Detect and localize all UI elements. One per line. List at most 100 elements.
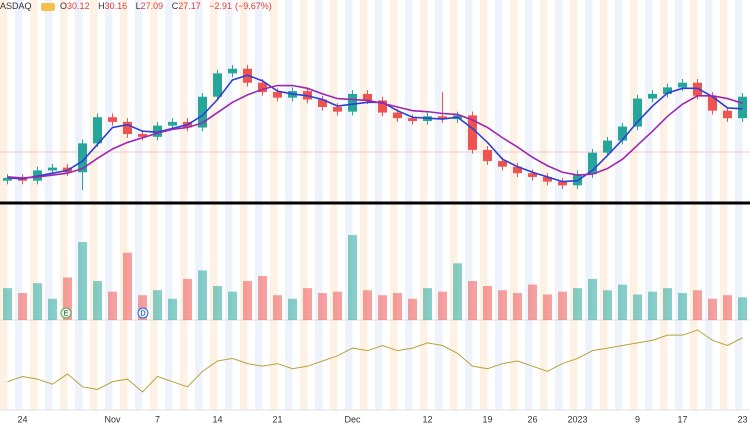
volume-bar bbox=[318, 293, 327, 320]
candle-body bbox=[213, 73, 222, 97]
stripe bbox=[675, 0, 683, 410]
stripe bbox=[585, 0, 593, 410]
candle-body bbox=[483, 149, 492, 162]
stripe bbox=[225, 0, 233, 410]
ohlc-l: L27.09 bbox=[136, 1, 167, 11]
volume-bar bbox=[558, 291, 567, 320]
candle-body bbox=[408, 118, 417, 121]
close: 27.17 bbox=[178, 1, 201, 11]
stripe bbox=[435, 0, 443, 410]
volume-bar bbox=[468, 281, 477, 320]
stripe bbox=[390, 0, 398, 410]
x-tick-label: 12 bbox=[422, 414, 432, 424]
volume-bar bbox=[348, 235, 357, 320]
volume-bar bbox=[633, 294, 642, 320]
x-tick-label: 26 bbox=[527, 414, 537, 424]
volume-bar bbox=[243, 281, 252, 320]
volume-bar bbox=[168, 298, 177, 320]
volume-bar bbox=[513, 293, 522, 320]
volume-bar bbox=[738, 297, 747, 320]
stripe bbox=[150, 0, 158, 410]
volume-bar bbox=[213, 286, 222, 320]
volume-bar bbox=[48, 298, 57, 320]
x-tick-label: 2023 bbox=[567, 414, 587, 424]
x-tick-label: 17 bbox=[677, 414, 687, 424]
stripe bbox=[705, 0, 713, 410]
change-pct: (−9.67%) bbox=[235, 1, 272, 11]
volume-bar bbox=[408, 298, 417, 320]
candle-body bbox=[498, 161, 507, 167]
stripe bbox=[510, 0, 518, 410]
stripe bbox=[255, 0, 263, 410]
stripe bbox=[525, 0, 533, 410]
candle-body bbox=[123, 121, 132, 135]
candle-body bbox=[108, 117, 117, 122]
volume-bar bbox=[153, 290, 162, 320]
volume-bar bbox=[183, 278, 192, 320]
stripe bbox=[330, 0, 338, 410]
candle-body bbox=[678, 82, 687, 88]
x-tick-label: 21 bbox=[272, 414, 282, 424]
candle-body bbox=[363, 93, 372, 101]
candle-body bbox=[633, 98, 642, 127]
stripe bbox=[630, 0, 638, 410]
candle-body bbox=[558, 181, 567, 186]
x-tick-label: 19 bbox=[482, 414, 492, 424]
stripe bbox=[465, 0, 473, 410]
candle-body bbox=[228, 68, 237, 74]
candle-body bbox=[93, 117, 102, 144]
event-label: D bbox=[140, 310, 145, 317]
x-tick-label: Nov bbox=[104, 414, 121, 424]
volume-bar bbox=[588, 278, 597, 320]
candle-body bbox=[318, 99, 327, 107]
stripe bbox=[645, 0, 653, 410]
volume-bar bbox=[273, 295, 282, 320]
volume-bar bbox=[333, 291, 342, 320]
candle-body bbox=[513, 166, 522, 174]
stripe bbox=[135, 0, 143, 410]
stripe bbox=[315, 0, 323, 410]
header: ASDAQ O30.12 H30.16 L27.09 C27.17 −2.91(… bbox=[0, 1, 275, 11]
volume-bar bbox=[3, 288, 12, 320]
candle-body bbox=[48, 167, 57, 171]
c-label: C bbox=[171, 1, 179, 11]
volume-bar bbox=[498, 290, 507, 320]
candle-body bbox=[138, 134, 147, 137]
stripe bbox=[540, 0, 548, 410]
stripe bbox=[375, 0, 383, 410]
candle-body bbox=[198, 96, 207, 128]
icon bbox=[40, 2, 55, 11]
volume-bar bbox=[678, 293, 687, 320]
volume-bar bbox=[258, 276, 267, 320]
stripe bbox=[60, 0, 68, 410]
volume-bar bbox=[528, 284, 537, 320]
candle-body bbox=[663, 87, 672, 94]
volume-bar bbox=[228, 291, 237, 320]
volume-bar bbox=[378, 295, 387, 320]
candle-body bbox=[153, 125, 162, 137]
volume-bar bbox=[483, 286, 492, 320]
stripe bbox=[735, 0, 743, 410]
x-tick-label: 23 bbox=[737, 414, 747, 424]
candle-body bbox=[393, 112, 402, 119]
exchange: ASDAQ bbox=[0, 1, 32, 11]
volume-bar bbox=[78, 242, 87, 320]
volume-bar bbox=[573, 288, 582, 320]
candle-body bbox=[618, 126, 627, 141]
volume-bar bbox=[708, 298, 717, 320]
stripe bbox=[450, 0, 458, 410]
volume-bar bbox=[663, 288, 672, 320]
stripe bbox=[165, 0, 173, 410]
change: −2.91 bbox=[209, 1, 233, 11]
stripe bbox=[420, 0, 428, 410]
candle-body bbox=[603, 140, 612, 153]
volume-bar bbox=[393, 293, 402, 320]
candle-body bbox=[588, 152, 597, 175]
stripe bbox=[180, 0, 188, 410]
background-stripes bbox=[0, 0, 743, 410]
h-label: H bbox=[98, 1, 105, 11]
volume-bar bbox=[438, 291, 447, 320]
stripe bbox=[195, 0, 203, 410]
volume-bar bbox=[93, 281, 102, 320]
